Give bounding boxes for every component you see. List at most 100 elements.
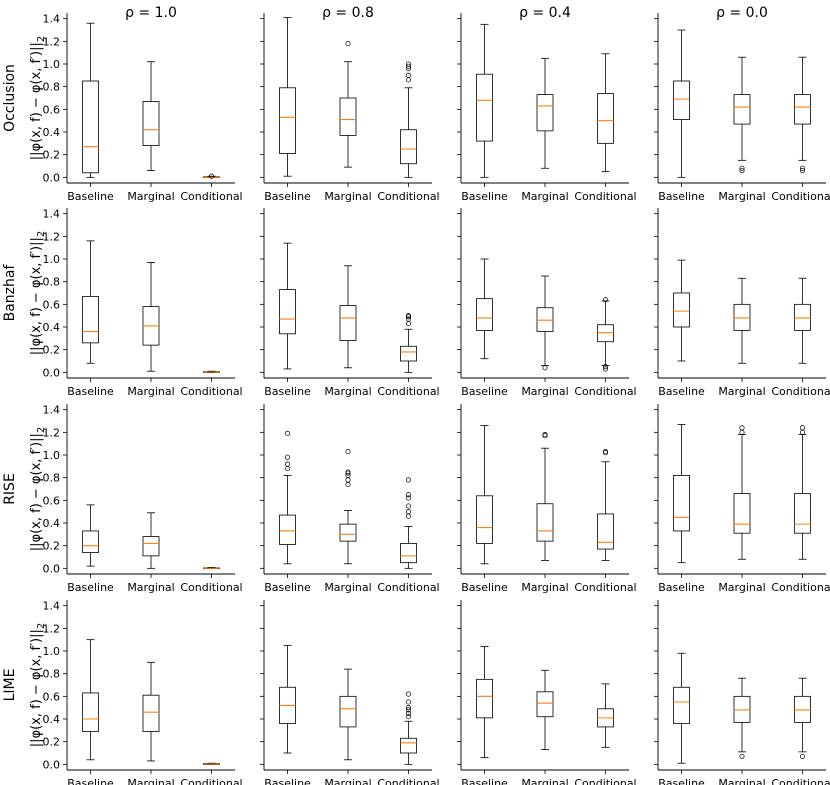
box bbox=[279, 514, 296, 545]
y-axis-label: ||φ(x, f) − φ(x, f′)||2 bbox=[29, 623, 47, 748]
x-tick-label: Baseline bbox=[658, 190, 705, 203]
x-tick-label: Conditional bbox=[180, 581, 242, 594]
panel-r1-c0: 0.0 0.2 0.4 0.6 0.8 1.0 1.2 1.4 Baseline Marginal… bbox=[43, 208, 243, 398]
outlier-point bbox=[345, 469, 351, 475]
outlier-point bbox=[345, 41, 351, 47]
y-tick-label: 1.0 bbox=[43, 58, 61, 71]
outlier-point bbox=[284, 454, 291, 460]
box bbox=[673, 80, 690, 120]
box bbox=[400, 737, 417, 754]
x-tick-label: Marginal bbox=[521, 385, 568, 398]
box bbox=[733, 493, 751, 534]
box bbox=[597, 324, 614, 343]
row-label: Banzhaf bbox=[2, 264, 18, 322]
x-tick-label: Marginal bbox=[324, 190, 371, 203]
y-tick-label: 1.0 bbox=[43, 645, 61, 658]
y-axis-label-text: ||φ(x, f) − φ(x, f′)|| bbox=[29, 42, 44, 160]
outlier-point bbox=[405, 509, 412, 515]
outlier-point bbox=[405, 492, 412, 498]
x-tick-label: Conditional bbox=[771, 385, 830, 398]
box bbox=[400, 345, 417, 362]
x-tick-label: Marginal bbox=[127, 190, 174, 203]
x-tick-label: Marginal bbox=[324, 581, 371, 594]
outlier-point bbox=[739, 429, 745, 435]
panel-r2-c2: Baseline Marginal Conditional bbox=[457, 404, 637, 594]
y-tick-label: 1.2 bbox=[43, 622, 61, 635]
x-tick-label: Conditional bbox=[377, 190, 439, 203]
y-tick-label: 0.6 bbox=[43, 494, 61, 507]
outlier-point bbox=[208, 173, 215, 179]
panel-r3-c3: Baseline Marginal Conditional bbox=[654, 600, 830, 785]
outlier-point bbox=[405, 77, 412, 83]
y-tick-label: 0.8 bbox=[43, 276, 61, 289]
x-tick-label: Baseline bbox=[461, 190, 508, 203]
y-tick-label: 0.6 bbox=[43, 103, 61, 116]
box bbox=[597, 93, 614, 144]
x-tick-label: Conditional bbox=[377, 581, 439, 594]
box bbox=[400, 543, 417, 564]
box bbox=[279, 289, 296, 335]
y-tick-label: 0.4 bbox=[43, 517, 61, 530]
box bbox=[476, 298, 493, 331]
box bbox=[82, 692, 99, 732]
row-label: Occlusion bbox=[2, 64, 18, 132]
box bbox=[82, 295, 99, 344]
panel-r1-c3: Baseline Marginal Conditional bbox=[654, 208, 830, 398]
y-tick-label: 1.0 bbox=[43, 449, 61, 462]
x-tick-label: Baseline bbox=[461, 581, 508, 594]
panel-r0-c2: Baseline Marginal Conditional bbox=[457, 13, 637, 203]
panel-r3-c2: Baseline Marginal Conditional bbox=[457, 600, 637, 785]
box bbox=[733, 94, 751, 125]
outlier-point bbox=[739, 165, 745, 171]
box bbox=[536, 503, 554, 542]
outlier-point bbox=[345, 472, 351, 478]
row-label: LIME bbox=[2, 669, 18, 702]
panel-r0-c1: Baseline Marginal Conditional bbox=[260, 13, 440, 203]
outlier-point bbox=[799, 167, 806, 174]
x-tick-label: Baseline bbox=[264, 777, 311, 785]
x-tick-label: Marginal bbox=[324, 777, 371, 785]
y-axis-label-text: ||φ(x, f) − φ(x, f′)|| bbox=[29, 237, 44, 355]
y-tick-label: 0.4 bbox=[43, 713, 61, 726]
outlier-point bbox=[405, 63, 412, 69]
box bbox=[673, 686, 690, 724]
box bbox=[339, 305, 357, 342]
panel-r0-c0: 0.0 0.2 0.4 0.6 0.8 1.0 1.2 1.4 Baseline Marginal… bbox=[43, 13, 243, 203]
box bbox=[597, 513, 614, 550]
y-tick-label: 0.2 bbox=[43, 540, 61, 553]
outlier-point bbox=[345, 477, 351, 483]
box bbox=[794, 303, 811, 331]
outlier-point bbox=[284, 466, 291, 472]
outlier-point bbox=[739, 753, 745, 759]
box bbox=[476, 678, 493, 719]
box bbox=[339, 523, 357, 542]
y-tick-label: 0.8 bbox=[43, 668, 61, 681]
box bbox=[142, 101, 160, 147]
y-tick-label: 1.0 bbox=[43, 253, 61, 266]
panel-r3-c0: 0.0 0.2 0.4 0.6 0.8 1.0 1.2 1.4 Baseline Marginal… bbox=[43, 600, 243, 785]
outlier-point bbox=[405, 316, 412, 322]
outlier-point bbox=[405, 321, 412, 327]
box bbox=[476, 73, 493, 142]
x-tick-label: Marginal bbox=[718, 385, 765, 398]
x-tick-label: Marginal bbox=[718, 190, 765, 203]
x-tick-label: Baseline bbox=[67, 385, 114, 398]
column-title: ρ = 0.8 bbox=[322, 5, 374, 21]
x-tick-label: Marginal bbox=[521, 777, 568, 785]
x-tick-label: Baseline bbox=[461, 777, 508, 785]
panel-r2-c3: Baseline Marginal Conditional bbox=[654, 404, 830, 594]
x-tick-label: Marginal bbox=[521, 581, 568, 594]
x-tick-label: Marginal bbox=[127, 385, 174, 398]
y-tick-label: 0.0 bbox=[43, 171, 61, 184]
outlier-point bbox=[799, 425, 806, 431]
outlier-point bbox=[542, 432, 548, 438]
box bbox=[673, 474, 690, 532]
outlier-point bbox=[602, 366, 609, 372]
y-tick-label: 0.4 bbox=[43, 321, 61, 334]
column-title: ρ = 0.0 bbox=[716, 5, 768, 21]
x-tick-label: Marginal bbox=[324, 385, 371, 398]
outlier-point bbox=[405, 477, 412, 483]
box bbox=[536, 691, 554, 718]
y-axis-label-text: ||φ(x, f) − φ(x, f′)|| bbox=[29, 629, 44, 747]
